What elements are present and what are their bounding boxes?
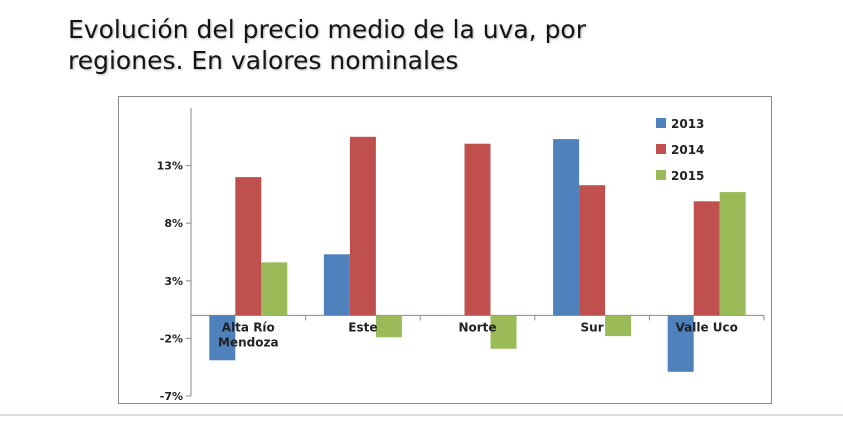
x-category-label: Alta Río Mendoza	[218, 320, 279, 349]
bar-2014	[579, 185, 606, 316]
bar-2015	[261, 262, 288, 316]
bar-2013	[209, 315, 236, 361]
legend-swatch-2013	[656, 118, 666, 128]
x-category-label: Valle Uco	[676, 320, 738, 334]
footer-divider	[0, 414, 843, 416]
chart-frame: 13% 8% 3% -2% -7% Alta Río Mendoza Este Norte Sur…	[118, 96, 772, 404]
slide-title: Evolución del precio medio de la uva, po…	[68, 14, 808, 76]
bar-chart: 13% 8% 3% -2% -7% Alta Río Mendoza Este Norte Sur…	[157, 108, 765, 403]
bar-2015	[719, 192, 746, 316]
y-tick-label: 8%	[164, 217, 183, 230]
legend-label: 2013	[671, 117, 704, 131]
x-category-label: Norte	[458, 320, 496, 334]
bar-2013	[323, 254, 350, 316]
legend-label: 2015	[671, 169, 704, 183]
y-tick-label: -2%	[160, 332, 183, 345]
bar-2014	[464, 143, 491, 316]
y-tick-label: -7%	[160, 390, 183, 403]
legend-swatch-2015	[656, 170, 666, 180]
y-tick-label: 13%	[157, 160, 183, 173]
bar-2014	[693, 201, 720, 316]
bar-2013	[553, 139, 580, 316]
bar-2015	[605, 315, 632, 337]
legend-label: 2014	[671, 143, 704, 157]
bar-2015	[490, 315, 517, 349]
bar-2014	[349, 136, 376, 316]
bar-2014	[235, 177, 262, 316]
slide-title-line-2: regiones. En valores nominales	[68, 46, 459, 75]
bar-2013	[667, 315, 694, 372]
x-category-label: Este	[348, 320, 377, 334]
x-category-label: Sur	[581, 320, 604, 334]
slide-title-line-1: Evolución del precio medio de la uva, po…	[68, 15, 587, 44]
legend-swatch-2014	[656, 144, 666, 154]
bar-2015	[375, 315, 402, 338]
y-tick-label: 3%	[164, 275, 183, 288]
